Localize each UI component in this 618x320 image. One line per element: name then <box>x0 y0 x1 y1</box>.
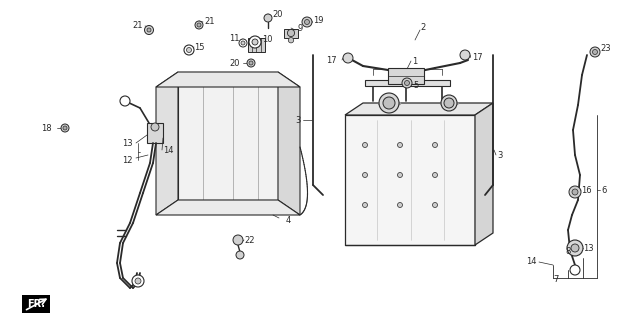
Text: 14: 14 <box>163 146 174 155</box>
Circle shape <box>151 123 159 131</box>
Circle shape <box>247 59 255 67</box>
Text: 14: 14 <box>527 258 537 267</box>
Circle shape <box>397 203 402 207</box>
Polygon shape <box>365 80 450 86</box>
Circle shape <box>433 203 438 207</box>
Circle shape <box>441 95 457 111</box>
Circle shape <box>363 142 368 148</box>
Circle shape <box>241 41 245 45</box>
Circle shape <box>590 47 600 57</box>
Circle shape <box>120 96 130 106</box>
Text: 19: 19 <box>313 15 323 25</box>
Circle shape <box>343 53 353 63</box>
Polygon shape <box>178 72 278 200</box>
Polygon shape <box>248 38 265 52</box>
Polygon shape <box>147 123 163 143</box>
Polygon shape <box>475 103 493 245</box>
Text: 5: 5 <box>413 81 418 90</box>
Polygon shape <box>156 200 300 215</box>
Text: 20: 20 <box>272 10 282 19</box>
Circle shape <box>572 189 578 195</box>
Text: 8: 8 <box>565 246 571 255</box>
Circle shape <box>287 29 295 36</box>
Circle shape <box>239 39 247 47</box>
Polygon shape <box>388 68 424 84</box>
Text: 22: 22 <box>244 236 255 244</box>
Text: 4: 4 <box>286 215 291 225</box>
Text: 11: 11 <box>229 34 240 43</box>
Circle shape <box>236 251 244 259</box>
Circle shape <box>249 36 261 48</box>
Circle shape <box>379 93 399 113</box>
Text: 23: 23 <box>600 44 611 52</box>
Text: 17: 17 <box>472 52 483 61</box>
Circle shape <box>197 23 201 27</box>
Circle shape <box>397 142 402 148</box>
Text: 3: 3 <box>497 150 502 159</box>
Text: 15: 15 <box>194 43 205 52</box>
Text: 18: 18 <box>41 124 52 132</box>
Text: 21: 21 <box>204 17 214 26</box>
Polygon shape <box>345 103 493 115</box>
Text: 1: 1 <box>412 57 417 66</box>
Circle shape <box>383 97 395 109</box>
Circle shape <box>147 28 151 32</box>
Text: 3: 3 <box>295 116 301 124</box>
Polygon shape <box>22 295 50 313</box>
Text: 16: 16 <box>581 186 591 195</box>
Circle shape <box>289 37 294 43</box>
Text: 2: 2 <box>420 22 425 31</box>
Circle shape <box>132 275 144 287</box>
Circle shape <box>195 21 203 29</box>
Circle shape <box>184 45 194 55</box>
Text: 21: 21 <box>132 20 143 29</box>
Text: FR.: FR. <box>27 299 45 309</box>
Polygon shape <box>156 72 300 87</box>
Text: 10: 10 <box>262 35 273 44</box>
Circle shape <box>593 50 598 54</box>
Text: 17: 17 <box>326 55 337 65</box>
Circle shape <box>433 142 438 148</box>
Circle shape <box>402 78 412 88</box>
Circle shape <box>233 235 243 245</box>
Circle shape <box>302 17 312 27</box>
Circle shape <box>264 14 272 22</box>
Circle shape <box>397 172 402 178</box>
Circle shape <box>249 61 253 65</box>
Circle shape <box>363 203 368 207</box>
Polygon shape <box>278 72 300 215</box>
Text: 7: 7 <box>553 276 559 284</box>
Circle shape <box>305 20 310 25</box>
Circle shape <box>135 278 141 284</box>
Text: 12: 12 <box>122 156 133 164</box>
Circle shape <box>405 81 410 85</box>
Text: 20: 20 <box>229 59 240 68</box>
Polygon shape <box>284 28 298 37</box>
Text: 6: 6 <box>601 186 606 195</box>
Circle shape <box>460 50 470 60</box>
Polygon shape <box>345 115 475 245</box>
Text: 9: 9 <box>298 23 303 33</box>
Circle shape <box>571 244 579 252</box>
Circle shape <box>63 126 67 130</box>
Text: 13: 13 <box>583 244 594 252</box>
Circle shape <box>433 172 438 178</box>
Circle shape <box>252 39 258 45</box>
Circle shape <box>145 26 153 35</box>
Text: 13: 13 <box>122 139 133 148</box>
Circle shape <box>187 47 192 52</box>
Circle shape <box>363 172 368 178</box>
Circle shape <box>569 186 581 198</box>
Circle shape <box>61 124 69 132</box>
Circle shape <box>444 98 454 108</box>
Circle shape <box>567 240 583 256</box>
Circle shape <box>570 265 580 275</box>
Polygon shape <box>156 72 178 215</box>
